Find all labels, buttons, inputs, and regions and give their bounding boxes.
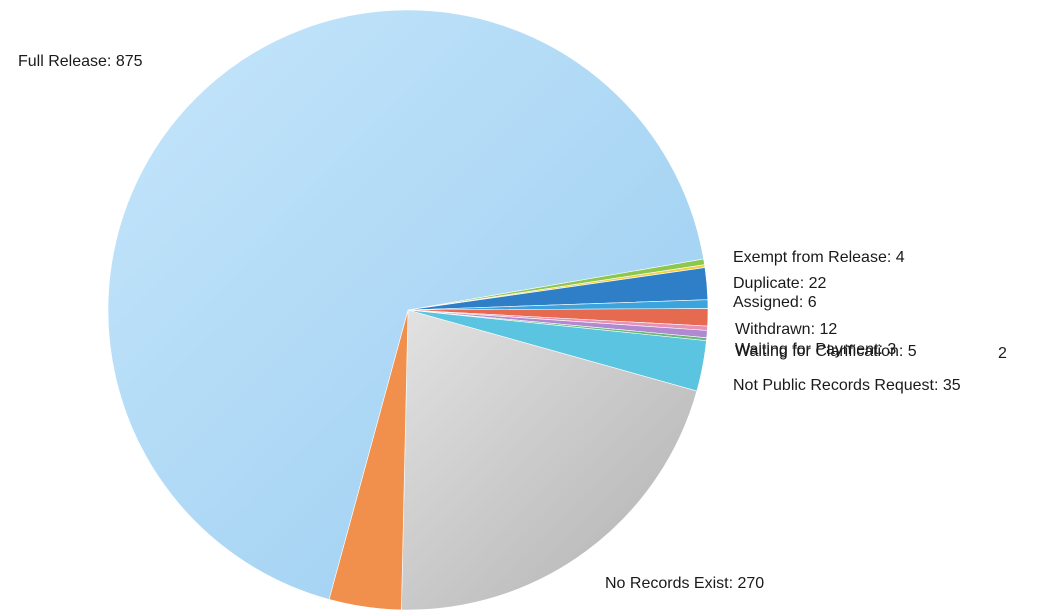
slice-label-assigned: Assigned: 6 [733, 294, 817, 311]
slice-label-waiting-for-clarification: Waiting for Clarification: 5 [735, 343, 917, 360]
slice-label-unlabeled: 2 [998, 345, 1007, 362]
slice-label-no-records-exist: No Records Exist: 270 [605, 575, 764, 592]
pie-slices [107, 9, 709, 611]
pie-slice-no-records-exist [401, 309, 698, 611]
slice-label-withdrawn: Withdrawn: 12 [735, 321, 837, 338]
slice-label-duplicate: Duplicate: 22 [733, 275, 826, 292]
slice-label-exempt-from-release: Exempt from Release: 4 [733, 249, 905, 266]
pie-labels: Exempt from Release: 4 Duplicate: 22 Assig… [18, 53, 1007, 592]
slice-label-not-public-records-request: Not Public Records Request: 35 [733, 377, 961, 394]
pie-slice-full-release [107, 9, 704, 600]
slice-label-waiting-for-payment: Waiting for Payment: 3 [735, 341, 896, 358]
slice-label-full-release: Full Release: 875 [18, 53, 143, 70]
